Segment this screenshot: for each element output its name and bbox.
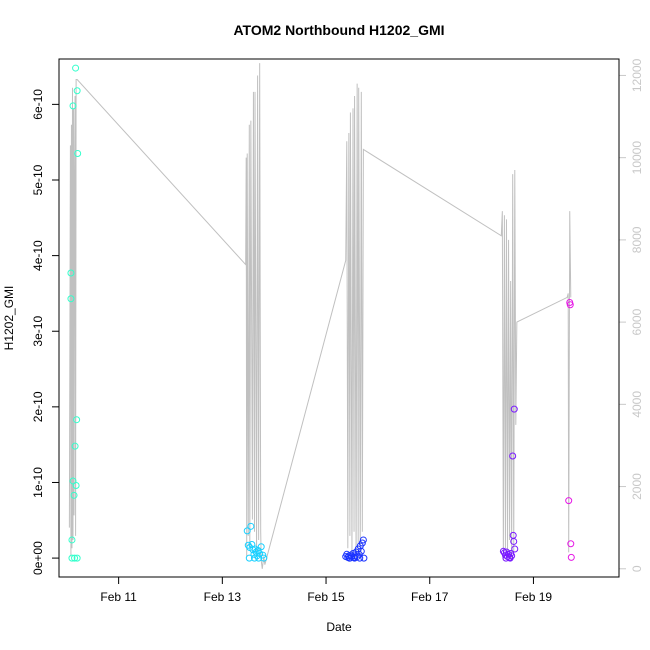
chart-title: ATOM2 Northbound H1202_GMI [233,22,444,38]
data-point [72,482,80,489]
data-point [351,554,359,562]
data-point [565,497,573,505]
data-point [567,540,575,548]
data-point [70,491,78,499]
data-point [250,554,258,562]
data-point [71,554,79,562]
data-point [566,301,574,309]
x-tick-label: Feb 11 [100,590,137,604]
y-tick-label: 1e-10 [31,467,45,498]
data-point [359,536,367,544]
data-point [499,547,507,555]
data-point [567,553,575,561]
data-point [73,87,81,95]
data-point [74,150,82,158]
data-point [245,554,253,562]
data-point [67,295,75,303]
data-point [257,543,265,551]
data-point [69,102,77,110]
y2-tick-label: 0 [630,565,644,572]
y2-tick-label: 2000 [630,473,644,500]
y-tick-label: 3e-10 [31,316,45,347]
data-point [511,545,519,553]
data-point [506,554,514,562]
line-layer [68,63,572,569]
data-point [510,405,518,413]
data-point [68,536,76,544]
x-tick-label: Feb 19 [515,590,553,604]
y-tick-label: 6e-10 [31,89,45,120]
x-axis-label: Date [326,620,352,634]
y2-tick-label: 8000 [630,226,644,253]
y-tick-label: 2e-10 [31,391,45,422]
data-point [243,527,251,535]
y2-tick-label: 10000 [630,141,644,175]
points-layer [67,64,575,562]
data-point [255,554,263,562]
y-axis-label: H1202_GMI [2,286,16,351]
y2-tick-label: 6000 [630,308,644,335]
data-point [73,554,81,562]
data-point [356,554,364,562]
data-point [345,554,353,562]
y-tick-label: 5e-10 [31,164,45,195]
y2-tick-label: 4000 [630,391,644,418]
data-point [502,554,510,562]
data-point [67,269,75,277]
data-point [509,452,517,460]
data-point [247,522,255,530]
data-point [510,537,518,545]
data-point [71,442,79,450]
y2-axis: 0 2000 4000 6000 8000 10000 12000 [618,58,644,572]
data-point [357,547,365,555]
plot-frame [58,58,620,578]
data-point [358,539,366,547]
data-point [260,554,268,562]
x-tick-label: Feb 13 [204,590,242,604]
y-tick-label: 0e+00 [31,541,45,575]
data-point [72,64,80,72]
y-tick-label: 4e-10 [31,240,45,271]
x-tick-label: Feb 17 [411,590,449,604]
series-line [68,63,572,569]
data-point [73,416,81,424]
data-point [68,554,76,562]
x-tick-label: Feb 15 [307,590,345,604]
data-point [360,554,368,562]
y2-tick-label: 12000 [630,58,644,92]
